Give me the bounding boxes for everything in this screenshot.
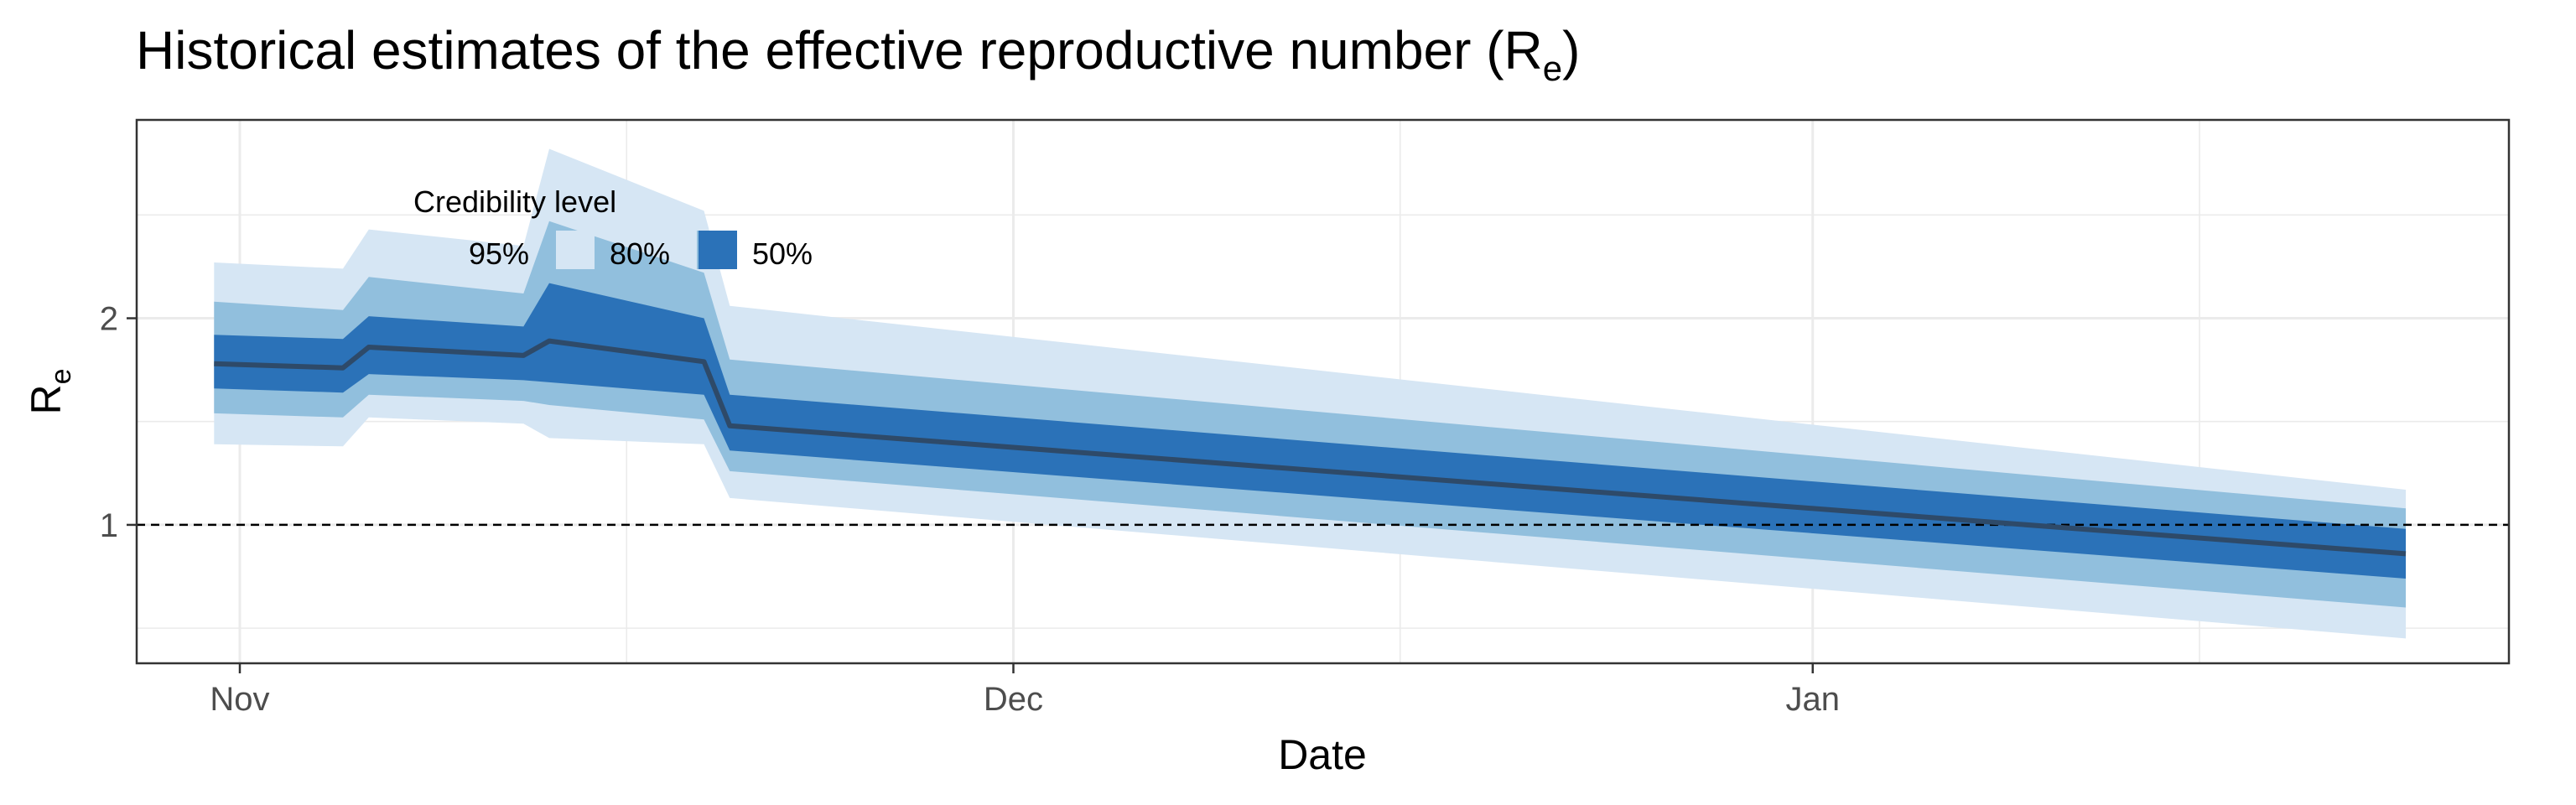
legend-label-80: 80% — [610, 236, 670, 271]
panel-border — [135, 118, 2511, 665]
x-tick-label: Dec — [984, 681, 1043, 718]
legend-swatch-50 — [699, 231, 737, 269]
chart-title-suffix: ) — [1562, 20, 1580, 80]
x-tick-label: Nov — [210, 681, 269, 718]
legend-label-50: 50% — [752, 236, 813, 271]
legend-title: Credibility level — [413, 184, 616, 219]
y-axis-title: Re — [23, 368, 77, 414]
x-tick-label: Jan — [1786, 681, 1841, 718]
y-axis: 12 — [100, 301, 137, 544]
y-tick-label: 1 — [100, 507, 118, 544]
legend: Credibility level 95% 80% 50% — [413, 184, 813, 271]
y-tick-label: 2 — [100, 301, 118, 338]
band-50 — [214, 283, 2406, 579]
median-line — [214, 338, 2407, 557]
x-axis-title: Date — [1278, 731, 1367, 778]
y-axis-title-subscript: e — [45, 368, 77, 384]
chart-title-main: Historical estimates of the effective re… — [136, 20, 1543, 80]
chart-title: Historical estimates of the effective re… — [136, 20, 1580, 88]
chart-title-subscript: e — [1543, 49, 1562, 88]
legend-swatch-95 — [556, 231, 595, 269]
x-axis: Nov Dec Jan — [210, 663, 1840, 718]
y-axis-title-main: R — [23, 384, 70, 414]
legend-label-95: 95% — [469, 236, 529, 271]
